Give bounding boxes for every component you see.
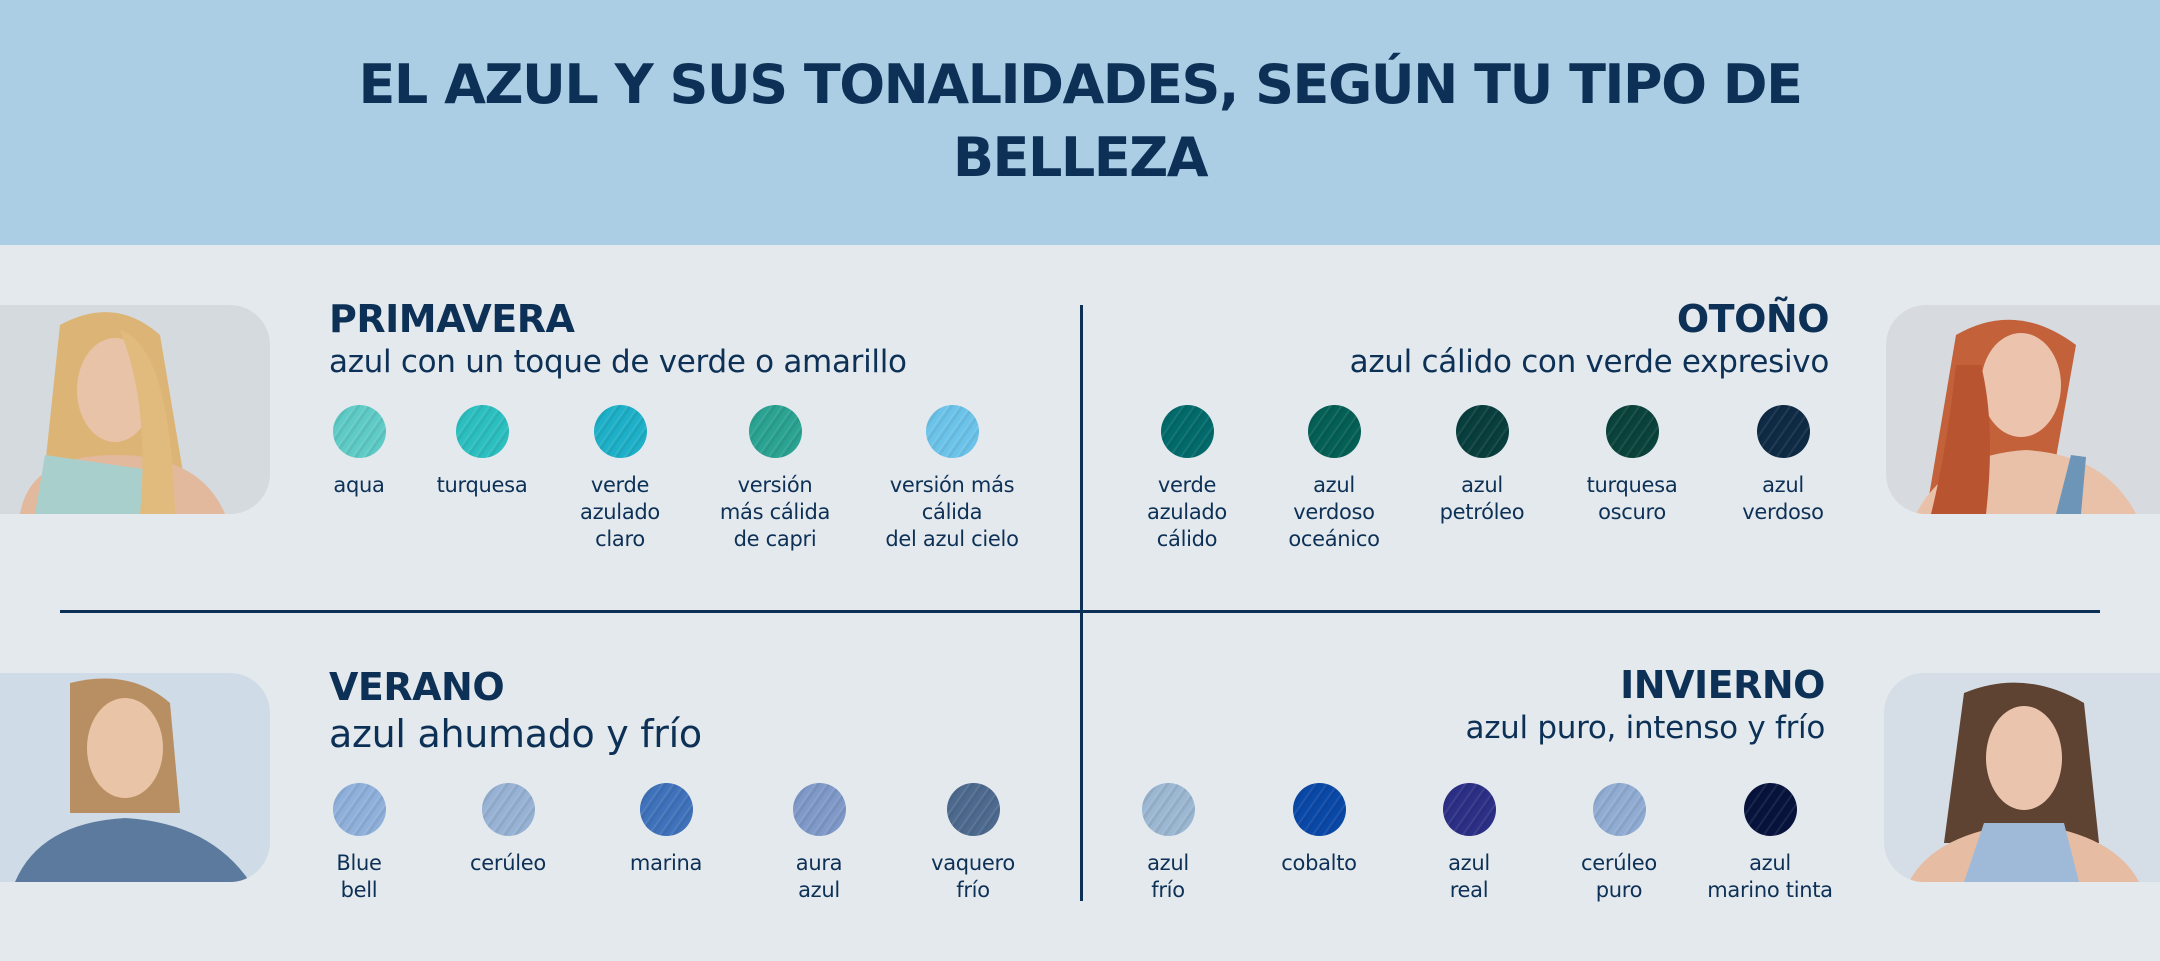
vertical-divider bbox=[1080, 305, 1083, 901]
swatch-item: verde azulado claro bbox=[530, 405, 710, 553]
swatch-item: vaquero frío bbox=[883, 783, 1063, 904]
swatch-label: verde azulado cálido bbox=[1147, 473, 1227, 551]
photo-invierno bbox=[1884, 673, 2160, 882]
swatch-label: Blue bell bbox=[336, 851, 382, 902]
swatch-label: versión más cálida del azul cielo bbox=[885, 473, 1019, 551]
color-swatch bbox=[1592, 783, 1646, 836]
swatch-label: azul verdoso oceánico bbox=[1288, 473, 1380, 551]
page-title: EL AZUL Y SUS TONALIDADES, SEGÚN TU TIPO… bbox=[358, 52, 1803, 189]
swatch-item: Blue bell bbox=[269, 783, 449, 904]
swatch-item: azul verdoso bbox=[1693, 405, 1873, 526]
swatch-label: azul frío bbox=[1147, 851, 1189, 902]
season-title: VERANO bbox=[329, 665, 505, 709]
swatch-label: turquesa oscuro bbox=[1586, 473, 1678, 524]
color-swatch bbox=[593, 405, 647, 458]
swatch-item: azul real bbox=[1379, 783, 1559, 904]
swatch-label: azul real bbox=[1448, 851, 1490, 902]
swatch-item: cerúleo puro bbox=[1529, 783, 1709, 904]
swatch-item: cerúleo bbox=[418, 783, 598, 877]
swatch-item: azul frío bbox=[1078, 783, 1258, 904]
color-swatch bbox=[481, 783, 535, 836]
swatch-item: azul petróleo bbox=[1392, 405, 1572, 526]
season-title: INVIERNO bbox=[1620, 663, 1825, 707]
swatch-label: cerúleo bbox=[470, 851, 546, 875]
color-swatch bbox=[1743, 783, 1797, 836]
horizontal-divider bbox=[60, 610, 2100, 613]
season-tagline: azul ahumado y frío bbox=[329, 712, 702, 756]
swatch-item: cobalto bbox=[1229, 783, 1409, 877]
color-swatch bbox=[1605, 405, 1659, 458]
photo-verano bbox=[0, 673, 270, 882]
section-otono: OTOÑO azul cálido con verde expresivo bbox=[1349, 296, 1830, 382]
color-swatch bbox=[1442, 783, 1496, 836]
swatch-label: cerúleo puro bbox=[1581, 851, 1657, 902]
swatch-item: versión más cálida de capri bbox=[685, 405, 865, 553]
swatch-item: turquesa bbox=[392, 405, 572, 499]
color-swatch bbox=[1455, 405, 1509, 458]
photo-otono bbox=[1886, 305, 2160, 514]
swatch-label: azul marino tinta bbox=[1707, 851, 1833, 902]
color-swatch bbox=[946, 783, 1000, 836]
season-title: PRIMAVERA bbox=[329, 297, 575, 341]
swatch-item: verde azulado cálido bbox=[1097, 405, 1277, 553]
swatch-label: verde azulado claro bbox=[580, 473, 660, 551]
swatch-label: vaquero frío bbox=[931, 851, 1015, 902]
swatch-item: aura azul bbox=[729, 783, 909, 904]
swatch-label: aqua bbox=[333, 473, 385, 497]
color-swatch bbox=[1292, 783, 1346, 836]
swatch-label: versión más cálida de capri bbox=[719, 473, 831, 551]
swatch-label: azul petróleo bbox=[1439, 473, 1525, 524]
swatch-item: versión más cálida del azul cielo bbox=[862, 405, 1042, 553]
section-primavera: PRIMAVERA azul con un toque de verde o a… bbox=[329, 296, 907, 382]
section-verano: VERANO azul ahumado y frío bbox=[329, 664, 702, 758]
swatch-label: turquesa bbox=[436, 473, 528, 497]
swatch-label: marina bbox=[629, 851, 703, 875]
swatch-label: aura azul bbox=[795, 851, 843, 902]
swatch-label: azul verdoso bbox=[1742, 473, 1824, 524]
color-swatch bbox=[1307, 405, 1361, 458]
color-swatch bbox=[925, 405, 979, 458]
color-swatch bbox=[1756, 405, 1810, 458]
header-banner: EL AZUL Y SUS TONALIDADES, SEGÚN TU TIPO… bbox=[0, 0, 2160, 245]
color-swatch bbox=[332, 405, 386, 458]
color-swatch bbox=[639, 783, 693, 836]
season-tagline: azul con un toque de verde o amarillo bbox=[329, 344, 907, 380]
swatch-label: cobalto bbox=[1281, 851, 1357, 875]
swatch-item: aqua bbox=[269, 405, 449, 499]
photo-primavera bbox=[0, 305, 270, 514]
color-swatch bbox=[1160, 405, 1214, 458]
color-swatch bbox=[455, 405, 509, 458]
section-invierno: INVIERNO azul puro, intenso y frío bbox=[1466, 662, 1826, 748]
season-tagline: azul cálido con verde expresivo bbox=[1349, 344, 1830, 380]
color-swatch bbox=[332, 783, 386, 836]
swatch-item: azul marino tinta bbox=[1680, 783, 1860, 904]
season-tagline: azul puro, intenso y frío bbox=[1465, 710, 1826, 746]
color-swatch bbox=[792, 783, 846, 836]
swatch-item: turquesa oscuro bbox=[1542, 405, 1722, 526]
season-title: OTOÑO bbox=[1676, 297, 1830, 341]
swatch-item: azul verdoso oceánico bbox=[1244, 405, 1424, 553]
color-swatch bbox=[748, 405, 802, 458]
swatch-item: marina bbox=[576, 783, 756, 877]
color-swatch bbox=[1141, 783, 1195, 836]
